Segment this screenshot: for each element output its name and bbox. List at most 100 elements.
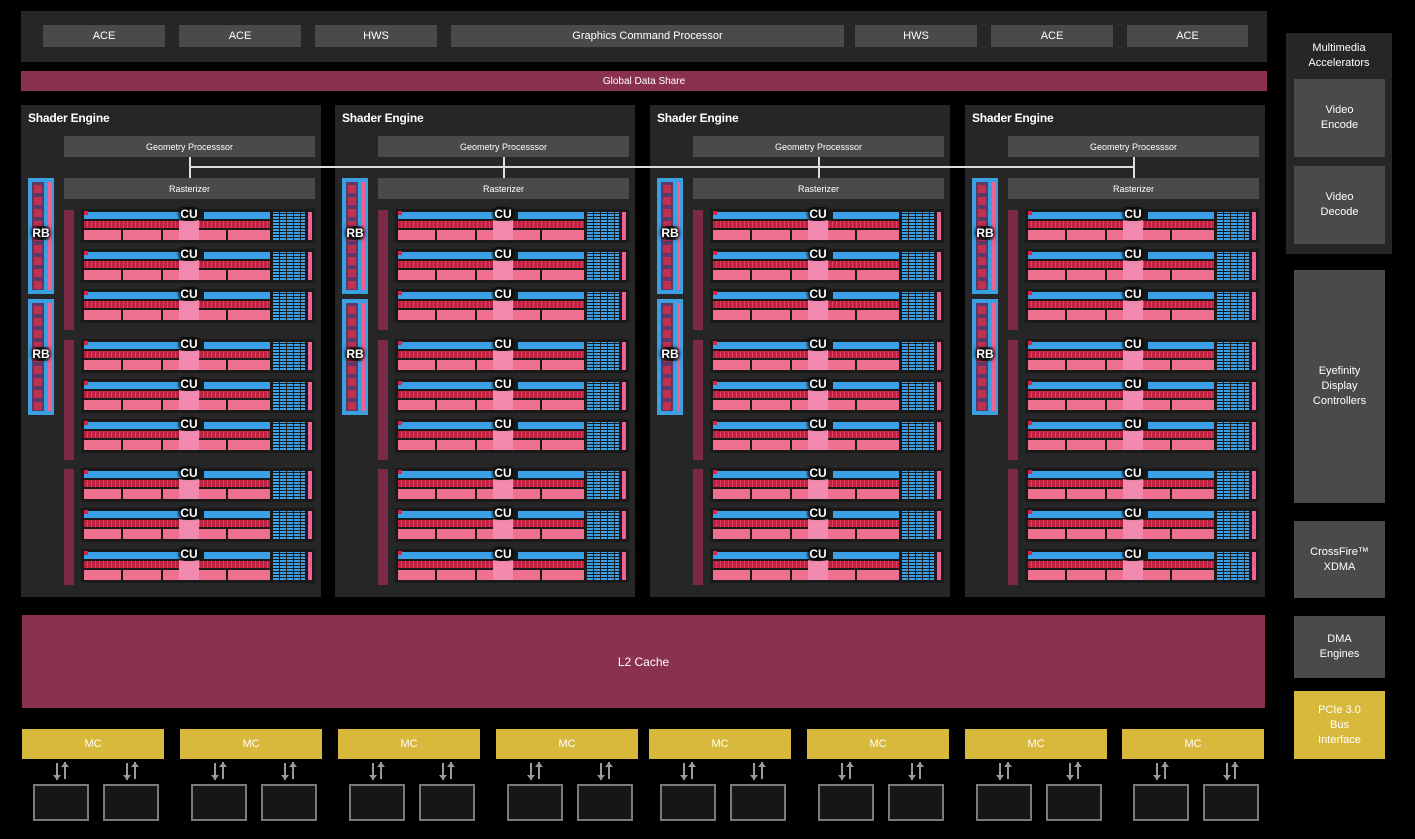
cu-cache-grid-lines xyxy=(902,292,934,320)
cu-vector-units-left xyxy=(84,292,182,299)
render-backend-1: RB xyxy=(972,178,998,294)
cu-register-file xyxy=(84,431,270,438)
cu-cache-grid-lines xyxy=(902,471,934,499)
cu-alu-gap xyxy=(226,230,228,240)
cu-vector-units-right xyxy=(204,511,270,518)
memory-chip xyxy=(660,784,716,821)
compute-unit: CU xyxy=(81,287,315,323)
compute-unit: CU xyxy=(1025,417,1259,453)
cu-label: CU xyxy=(1119,466,1147,480)
cu-alu-gap xyxy=(226,360,228,370)
cu-alu-gap xyxy=(475,230,477,240)
cu-cache-grid-lines xyxy=(902,552,934,580)
render-backend-1: RB xyxy=(342,178,368,294)
bidirectional-arrow-icon xyxy=(439,762,455,780)
cu-vector-units-right xyxy=(518,342,584,349)
cu-alu-gap xyxy=(855,400,857,410)
ace-block-3: ACE xyxy=(991,25,1113,47)
rb-label: RB xyxy=(972,347,998,361)
eyefinity-block: Eyefinity Display Controllers xyxy=(1294,270,1385,503)
cu-cache-grid-lines xyxy=(1217,382,1249,410)
cu-vector-units-right xyxy=(833,212,899,219)
cu-vector-units-left xyxy=(398,252,496,259)
rb-cell xyxy=(34,366,42,374)
cu-alu-gap xyxy=(750,360,752,370)
shader-engine-title: Shader Engine xyxy=(657,111,739,125)
rb-cell xyxy=(978,257,986,265)
video-decode-label: Video Decode xyxy=(1320,191,1359,218)
cu-alu-gap xyxy=(750,440,752,450)
cu-alu-gap xyxy=(855,570,857,580)
compute-unit: CU xyxy=(395,247,629,283)
render-backend-1: RB xyxy=(657,178,683,294)
rb-cell xyxy=(978,390,986,398)
cu-side-stripe xyxy=(622,552,626,580)
cu-vector-units-left xyxy=(1028,511,1126,518)
rb-cell xyxy=(978,281,986,289)
cu-scheduler xyxy=(179,430,199,450)
cu-scheduler xyxy=(1123,220,1143,240)
cu-marker xyxy=(84,251,88,255)
cu-alu-gap xyxy=(121,270,123,280)
cu-alu-gap xyxy=(540,570,542,580)
cu-label: CU xyxy=(1119,417,1147,431)
cu-alu-row xyxy=(713,270,899,280)
cu-vector-units-right xyxy=(204,342,270,349)
cu-cache-grid-lines xyxy=(902,212,934,240)
cu-vector-units-left xyxy=(713,471,811,478)
cu-alu-gap xyxy=(1065,400,1067,410)
cu-alu-gap xyxy=(1105,310,1107,320)
cu-alu-row xyxy=(84,570,270,580)
cu-cache-grid-lines xyxy=(587,552,619,580)
rb-cell xyxy=(978,342,986,350)
shader-engine-2: Shader Engine Geometry Processsor Rasteriz… xyxy=(335,105,635,597)
cu-alu-gap xyxy=(475,400,477,410)
rb-cell xyxy=(34,269,42,277)
cu-scheduler xyxy=(179,519,199,539)
cu-vector-units-left xyxy=(398,292,496,299)
cu-cache-grid-lines xyxy=(587,212,619,240)
cu-scheduler xyxy=(1123,260,1143,280)
cu-group-bar-2 xyxy=(693,340,703,460)
cu-alu-gap xyxy=(1105,489,1107,499)
cu-marker xyxy=(398,251,402,255)
compute-unit: CU xyxy=(710,547,944,583)
cu-scheduler xyxy=(1123,430,1143,450)
rb-label: RB xyxy=(28,226,54,240)
compute-unit: CU xyxy=(710,287,944,323)
cu-side-stripe xyxy=(1252,342,1256,370)
cu-marker xyxy=(713,341,717,345)
cu-vector-units-right xyxy=(518,212,584,219)
cu-vector-units-left xyxy=(398,471,496,478)
cu-alu-gap xyxy=(161,440,163,450)
shader-engine-title: Shader Engine xyxy=(28,111,110,125)
cu-alu-row xyxy=(713,489,899,499)
cu-side-stripe xyxy=(1252,212,1256,240)
cu-vector-units-right xyxy=(833,342,899,349)
cu-alu-gap xyxy=(1105,360,1107,370)
cu-alu-gap xyxy=(1065,529,1067,539)
cu-group-bar-1 xyxy=(1008,210,1018,330)
cu-label: CU xyxy=(1119,247,1147,261)
cu-register-file xyxy=(398,431,584,438)
compute-unit: CU xyxy=(81,547,315,583)
cu-marker xyxy=(1028,421,1032,425)
compute-unit: CU xyxy=(81,337,315,373)
rb-cell xyxy=(663,269,671,277)
cu-vector-units-right xyxy=(518,292,584,299)
cu-register-file xyxy=(1028,301,1214,308)
cu-cache-grid-lines xyxy=(587,382,619,410)
ace-block-1: ACE xyxy=(43,25,165,47)
compute-unit: CU xyxy=(1025,377,1259,413)
compute-unit: CU xyxy=(81,417,315,453)
rb-cell xyxy=(978,245,986,253)
cu-alu-gap xyxy=(855,440,857,450)
cu-cache-grid-lines xyxy=(1217,292,1249,320)
cu-alu-row xyxy=(713,360,899,370)
cu-alu-row xyxy=(398,489,584,499)
rb-cell xyxy=(348,342,356,350)
cu-vector-units-left xyxy=(1028,422,1126,429)
cu-vector-units-right xyxy=(518,382,584,389)
cu-label: CU xyxy=(175,466,203,480)
cu-register-file xyxy=(398,221,584,228)
